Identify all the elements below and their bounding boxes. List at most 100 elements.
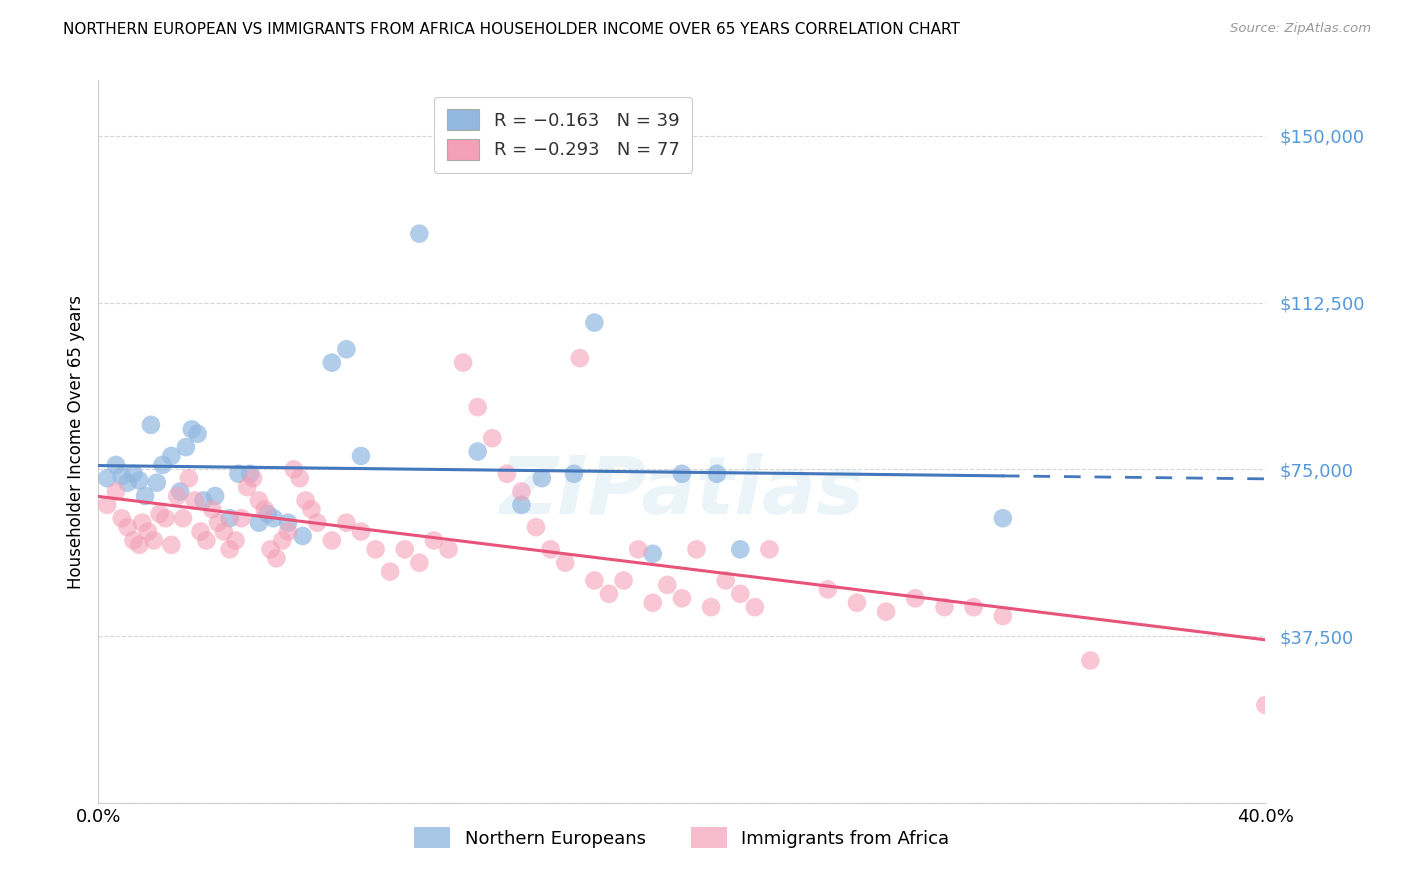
Point <box>562 467 585 481</box>
Point <box>524 520 547 534</box>
Point <box>685 542 707 557</box>
Point <box>394 542 416 557</box>
Point <box>160 449 183 463</box>
Point <box>291 529 314 543</box>
Point <box>190 524 212 539</box>
Point <box>218 511 240 525</box>
Point <box>193 493 215 508</box>
Point <box>104 458 127 472</box>
Point <box>744 600 766 615</box>
Point <box>299 502 322 516</box>
Point <box>253 502 276 516</box>
Point <box>335 516 357 530</box>
Point <box>583 316 606 330</box>
Point <box>657 578 679 592</box>
Point <box>350 524 373 539</box>
Point <box>335 343 357 357</box>
Point <box>262 511 284 525</box>
Point <box>174 440 197 454</box>
Point <box>172 511 194 525</box>
Y-axis label: Householder Income Over 65 years: Householder Income Over 65 years <box>66 294 84 589</box>
Point <box>530 471 553 485</box>
Point <box>180 422 202 436</box>
Point <box>288 471 311 485</box>
Point <box>122 467 145 481</box>
Point <box>142 533 165 548</box>
Point <box>598 587 620 601</box>
Text: ZIPatlas: ZIPatlas <box>499 453 865 531</box>
Point <box>177 471 200 485</box>
Point <box>183 493 205 508</box>
Point <box>875 605 897 619</box>
Point <box>212 524 235 539</box>
Point <box>128 474 150 488</box>
Point <box>706 467 728 481</box>
Point <box>671 467 693 481</box>
Legend: Northern Europeans, Immigrants from Africa: Northern Europeans, Immigrants from Afri… <box>404 816 960 859</box>
Point <box>122 533 145 548</box>
Point <box>259 542 281 557</box>
Point <box>991 511 1014 525</box>
Point <box>554 556 576 570</box>
Point <box>239 467 262 481</box>
Point <box>991 609 1014 624</box>
Point <box>934 600 956 615</box>
Point <box>437 542 460 557</box>
Point <box>481 431 503 445</box>
Point <box>294 493 316 508</box>
Point <box>256 507 278 521</box>
Point <box>1254 698 1277 712</box>
Point <box>540 542 562 557</box>
Point <box>242 471 264 485</box>
Point <box>700 600 723 615</box>
Point <box>467 400 489 414</box>
Point <box>364 542 387 557</box>
Point <box>117 520 139 534</box>
Point <box>225 533 247 548</box>
Text: Source: ZipAtlas.com: Source: ZipAtlas.com <box>1230 22 1371 36</box>
Point <box>408 227 430 241</box>
Point <box>307 516 329 530</box>
Point <box>714 574 737 588</box>
Point <box>496 467 519 481</box>
Point <box>128 538 150 552</box>
Point <box>758 542 780 557</box>
Point <box>568 351 591 366</box>
Point <box>131 516 153 530</box>
Point <box>134 489 156 503</box>
Point <box>583 574 606 588</box>
Point <box>96 471 118 485</box>
Point <box>111 469 134 483</box>
Point <box>277 516 299 530</box>
Point <box>962 600 984 615</box>
Point <box>146 475 169 490</box>
Point <box>904 591 927 606</box>
Point <box>321 356 343 370</box>
Point <box>195 533 218 548</box>
Point <box>510 484 533 499</box>
Point <box>266 551 288 566</box>
Point <box>152 458 174 472</box>
Point <box>380 565 402 579</box>
Point <box>321 533 343 548</box>
Point <box>204 489 226 503</box>
Point <box>139 417 162 432</box>
Point <box>350 449 373 463</box>
Point <box>641 547 664 561</box>
Point <box>846 596 869 610</box>
Point <box>277 524 299 539</box>
Point <box>218 542 240 557</box>
Point <box>408 556 430 570</box>
Point <box>169 484 191 499</box>
Text: NORTHERN EUROPEAN VS IMMIGRANTS FROM AFRICA HOUSEHOLDER INCOME OVER 65 YEARS COR: NORTHERN EUROPEAN VS IMMIGRANTS FROM AFR… <box>63 22 960 37</box>
Point <box>451 356 474 370</box>
Point <box>627 542 650 557</box>
Point <box>730 587 752 601</box>
Point <box>247 516 270 530</box>
Point <box>283 462 305 476</box>
Point <box>155 511 177 525</box>
Point <box>111 511 134 525</box>
Point <box>104 484 127 499</box>
Point <box>236 480 259 494</box>
Point <box>228 467 250 481</box>
